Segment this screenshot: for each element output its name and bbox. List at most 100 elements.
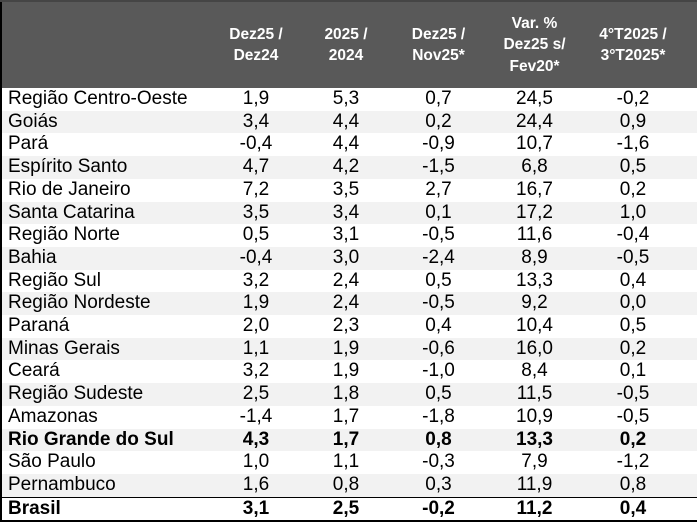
value-cell: 0,3 — [425, 473, 452, 495]
row-label: Bahia — [8, 246, 57, 268]
value-cell: 4,4 — [332, 110, 360, 132]
table-row: Região Norte 0,5 3,1 -0,5 11,6 -0,4 — [1, 224, 697, 247]
value-cell: 3,4 — [332, 201, 360, 223]
value-cell: 1,8 — [332, 383, 360, 405]
value-cell: -0,5 — [422, 224, 455, 246]
value-cell: 3,5 — [242, 201, 270, 223]
value-cell: 3,4 — [242, 110, 270, 132]
value-cell: -0,9 — [422, 133, 455, 155]
value-cell: -0,4 — [239, 133, 273, 155]
filler-cell — [683, 111, 697, 134]
value-cell: 0,8 — [332, 473, 360, 495]
column-header-dez25-nov25: Dez25 / Nov25* — [391, 0, 486, 88]
value-cell: 13,3 — [516, 269, 553, 291]
value-cell: -0,5 — [616, 383, 650, 405]
value-cell: 13,3 — [516, 428, 553, 450]
value-cell: 8,4 — [521, 360, 548, 382]
value-cell: 1,1 — [332, 451, 360, 473]
filler-cell — [683, 202, 697, 225]
table-row: Paraná 2,0 2,3 0,4 10,4 0,5 — [1, 315, 697, 338]
value-cell: -0,3 — [422, 451, 455, 473]
value-cell: 0,0 — [619, 292, 647, 314]
row-label: São Paulo — [8, 451, 96, 473]
value-cell: -0,4 — [239, 246, 273, 268]
value-cell: 3,2 — [242, 360, 270, 382]
value-cell: 2,4 — [332, 292, 360, 314]
value-cell: 0,1 — [425, 201, 452, 223]
column-header-2025-2024: 2025 / 2024 — [301, 0, 391, 88]
value-cell: 0,9 — [619, 110, 647, 132]
value-cell: 11,2 — [486, 496, 583, 522]
row-label: Santa Catarina — [8, 201, 135, 223]
filler-cell — [683, 179, 697, 202]
value-cell: 7,9 — [521, 451, 548, 473]
table-row: Região Nordeste 1,9 2,4 -0,5 9,2 0,0 — [1, 292, 697, 316]
value-cell: 2,7 — [425, 178, 452, 200]
value-cell: 7,2 — [242, 178, 270, 200]
value-cell: -1,0 — [422, 360, 455, 382]
table-row: Ceará 3,2 1,9 -1,0 8,4 0,1 — [1, 360, 697, 383]
column-header-var-dez25-fev20: Var. % Dez25 s/ Fev20* — [486, 0, 583, 88]
row-label: Região Norte — [8, 224, 120, 246]
table-row: Goiás 3,4 4,4 0,2 24,4 0,9 — [1, 110, 697, 134]
value-cell: 3,1 — [211, 496, 301, 522]
value-cell: -1,6 — [616, 133, 650, 155]
value-cell: 3,5 — [332, 178, 360, 200]
value-cell: 1,0 — [242, 451, 270, 473]
header-filler — [683, 0, 697, 88]
row-label: Pará — [8, 133, 49, 155]
value-cell: 0,5 — [425, 269, 452, 291]
filler-cell — [683, 429, 697, 452]
value-cell: 0,5 — [425, 383, 452, 405]
row-label: Ceará — [8, 360, 60, 382]
value-cell: -0,6 — [422, 337, 455, 359]
filler-cell — [683, 270, 697, 293]
value-cell: 4,7 — [242, 156, 270, 178]
value-cell: 2,5 — [242, 383, 270, 405]
value-cell: 0,4 — [425, 315, 452, 337]
value-cell: -2,4 — [422, 246, 455, 268]
value-cell: 0,2 — [619, 337, 647, 359]
value-cell: 0,1 — [619, 360, 647, 382]
filler-cell — [683, 360, 697, 383]
column-header-dez25-dez24: Dez25 / Dez24 — [211, 0, 301, 88]
value-cell: 0,5 — [242, 224, 270, 246]
table-row: Rio Grande do Sul 4,3 1,7 0,8 13,3 0,2 — [1, 428, 697, 452]
filler-cell — [683, 292, 697, 315]
table-row: Bahia -0,4 3,0 -2,4 8,9 -0,5 — [1, 246, 697, 270]
row-label: Goiás — [8, 110, 58, 132]
row-label: Região Sul — [8, 269, 101, 291]
value-cell: 11,5 — [516, 383, 553, 405]
row-label-column-header — [1, 0, 211, 88]
value-cell: 4,3 — [242, 428, 270, 450]
table-row: Rio de Janeiro 7,2 3,5 2,7 16,7 0,2 — [1, 179, 697, 202]
table-row: Minas Gerais 1,1 1,9 -0,6 16,0 0,2 — [1, 337, 697, 361]
value-cell: -0,4 — [616, 224, 650, 246]
table-row: Santa Catarina 3,5 3,4 0,1 17,2 1,0 — [1, 201, 697, 225]
filler-cell — [683, 224, 697, 247]
value-cell: 0,2 — [619, 178, 647, 200]
value-cell: 9,2 — [521, 292, 548, 314]
filler-cell — [683, 133, 697, 156]
value-cell: 0,4 — [583, 496, 683, 522]
value-cell: 1,9 — [242, 88, 270, 109]
value-cell: 6,8 — [521, 156, 548, 178]
row-label: Brasil — [1, 496, 211, 522]
value-cell: 3,2 — [242, 269, 270, 291]
value-cell: 1,9 — [242, 292, 270, 314]
row-label: Rio de Janeiro — [8, 178, 131, 200]
filler-cell — [683, 315, 697, 338]
value-cell: 8,9 — [521, 246, 548, 268]
value-cell: -0,5 — [616, 246, 650, 268]
value-cell: 4,4 — [332, 133, 360, 155]
filler-cell — [683, 474, 697, 497]
table-row: Pernambuco 1,6 0,8 0,3 11,9 0,8 — [1, 473, 697, 498]
row-label: Região Sudeste — [8, 383, 144, 405]
value-cell: 0,5 — [619, 156, 647, 178]
table-row: Região Sudeste 2,5 1,8 0,5 11,5 -0,5 — [1, 383, 697, 406]
table-row: Brasil 3,1 2,5 -0,2 11,2 0,4 — [1, 496, 697, 522]
value-cell: 11,6 — [516, 224, 553, 246]
value-cell: 1,7 — [332, 405, 360, 427]
value-cell: 2,0 — [242, 315, 270, 337]
filler-cell — [683, 496, 697, 522]
